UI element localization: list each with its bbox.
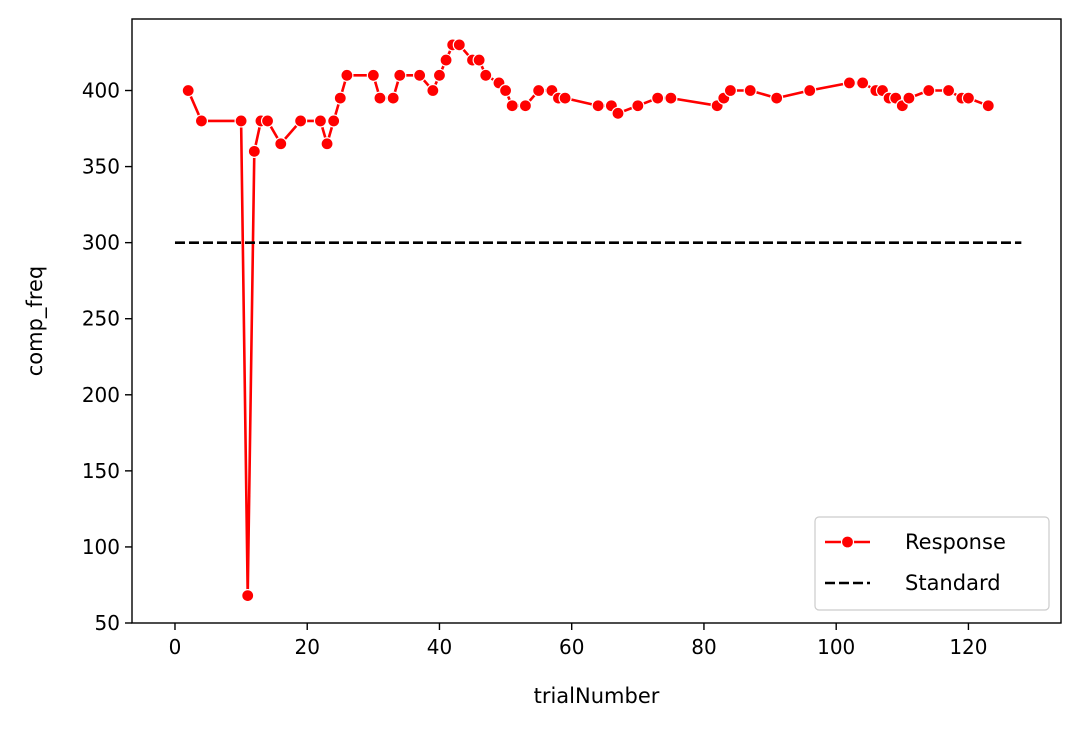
data-point-response <box>743 83 757 98</box>
data-point-response <box>922 83 936 98</box>
plot-frame <box>131 18 1062 624</box>
data-point-response <box>373 91 387 105</box>
data-point-response <box>479 68 493 82</box>
y-tick-label: 150 <box>82 459 120 483</box>
data-point-response <box>505 99 519 113</box>
legend-box <box>814 516 1050 611</box>
data-point-response <box>532 83 546 98</box>
data-point-response <box>432 68 447 82</box>
data-point-response <box>452 38 466 52</box>
data-point-response <box>664 91 678 105</box>
x-axis: 0 20 40 60 80 100 120 <box>169 623 988 659</box>
legend-label-standard: Standard <box>905 571 1001 595</box>
data-point-response <box>333 91 347 105</box>
data-point-response <box>393 68 407 82</box>
data-point-response <box>274 137 288 151</box>
data-point-response <box>981 99 995 113</box>
data-point-response <box>241 589 255 603</box>
data-point-response <box>941 83 956 98</box>
legend-label-response: Response <box>905 530 1006 554</box>
data-point-response <box>651 91 665 105</box>
legend: Response Standard <box>814 516 1050 611</box>
y-tick-label: 400 <box>82 79 120 103</box>
data-point-response <box>426 83 440 98</box>
data-point-response <box>472 53 486 67</box>
data-point-response <box>723 83 738 98</box>
data-point-response <box>439 53 453 67</box>
data-point-response <box>181 83 195 98</box>
series-layer <box>174 38 1022 603</box>
data-point-response <box>194 114 209 128</box>
data-point-response <box>340 68 354 82</box>
data-point-response <box>413 68 427 82</box>
x-tick-label: 80 <box>691 635 716 659</box>
x-tick-label: 100 <box>817 635 855 659</box>
data-point-response <box>856 76 870 90</box>
data-point-response <box>294 114 308 128</box>
x-tick-label: 20 <box>294 635 319 659</box>
y-tick-label: 200 <box>82 383 120 407</box>
data-point-response <box>770 91 784 105</box>
y-tick-label: 350 <box>82 155 120 179</box>
data-point-response <box>313 114 328 128</box>
data-point-response <box>498 83 513 98</box>
data-point-response <box>803 83 817 98</box>
x-tick-label: 0 <box>169 635 182 659</box>
data-point-response <box>247 144 261 158</box>
x-tick-label: 40 <box>427 635 452 659</box>
data-point-response <box>611 106 625 120</box>
x-tick-label: 120 <box>949 635 987 659</box>
data-point-response <box>366 68 380 82</box>
y-tick-label: 250 <box>82 307 120 331</box>
data-point-response <box>518 99 533 113</box>
data-point-response <box>902 91 916 105</box>
data-point-response <box>631 99 645 113</box>
y-axis: 50 100 150 200 250 300 350 400 <box>82 79 132 635</box>
y-axis-title: comp_freq <box>23 266 48 377</box>
data-point-response <box>591 99 605 113</box>
data-point-response <box>320 137 334 151</box>
data-point-response <box>558 91 572 105</box>
series-line-response <box>187 43 989 597</box>
data-point-response <box>842 76 857 90</box>
data-point-response <box>234 114 248 128</box>
data-point-response <box>327 114 341 128</box>
x-tick-label: 60 <box>559 635 584 659</box>
data-point-response <box>961 91 976 105</box>
x-axis-title: trialNumber <box>534 684 660 708</box>
legend-marker-response <box>840 535 855 549</box>
data-point-response <box>260 114 275 128</box>
y-tick-label: 100 <box>82 535 120 559</box>
y-tick-label: 50 <box>95 611 120 635</box>
data-point-response <box>386 91 400 105</box>
y-tick-label: 300 <box>82 231 120 255</box>
